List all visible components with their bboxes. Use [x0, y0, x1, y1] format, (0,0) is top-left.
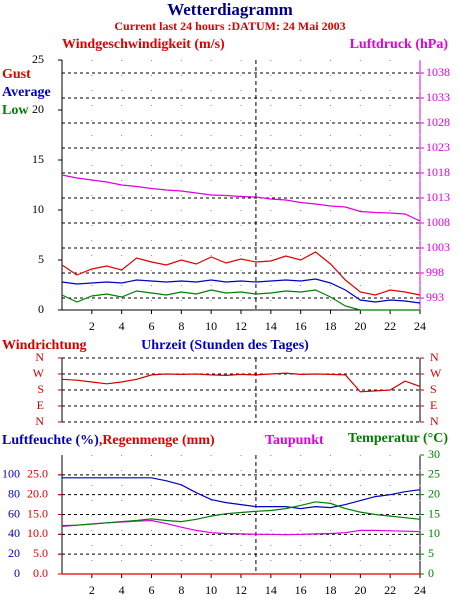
- y-tick-label: 1023: [426, 140, 450, 154]
- y-tick-label: 20.0: [27, 486, 48, 500]
- x-tick-label: 6: [149, 319, 155, 333]
- x-tick-label: 6: [149, 583, 155, 597]
- y-tick-label: 1008: [426, 215, 450, 229]
- y-tick-label: 25.0: [27, 467, 48, 481]
- y-tick-label: E: [430, 398, 437, 412]
- y-tick-label: 1038: [426, 65, 450, 79]
- y-tick-label: 20: [8, 546, 20, 560]
- y-tick-label: 1028: [426, 115, 450, 129]
- pressure-axis-label: Luftdruck (hPa): [350, 37, 449, 52]
- x-tick-label: 10: [205, 583, 217, 597]
- x-tick-label: 22: [384, 319, 396, 333]
- title: Wetterdiagramm: [167, 0, 293, 19]
- x-tick-label: 22: [384, 583, 396, 597]
- data-line: [61, 278, 421, 304]
- dewpoint-label: Taupunkt: [265, 433, 324, 448]
- y-tick-label: 0.0: [33, 566, 48, 580]
- y-tick-label: 10.0: [27, 526, 48, 540]
- humidity-rain-label: Luftfeuchte (%),Regenmenge (mm): [2, 433, 215, 448]
- y-tick-label: 20: [428, 486, 440, 500]
- x-tick-label: 12: [235, 583, 247, 597]
- x-tick-label: 8: [178, 583, 184, 597]
- y-tick-label: 25: [428, 467, 440, 481]
- x-tick-label: 16: [295, 319, 307, 333]
- data-line: [61, 372, 421, 393]
- y-tick-label: 20: [32, 102, 44, 116]
- legend-gust: Gust: [2, 67, 31, 82]
- y-tick-label: N: [430, 350, 439, 364]
- subtitle: Current last 24 hours :DATUM: 24 Mai 200…: [114, 19, 345, 33]
- y-tick-label: W: [33, 366, 45, 380]
- y-tick-label: 993: [426, 290, 444, 304]
- x-tick-label: 16: [295, 583, 307, 597]
- y-tick-label: 5: [38, 252, 44, 266]
- x-tick-label: 8: [178, 319, 184, 333]
- x-tick-label: 18: [325, 583, 337, 597]
- data-line: [61, 251, 421, 296]
- y-tick-label: 60: [8, 506, 20, 520]
- x-tick-label: 18: [325, 319, 337, 333]
- data-line: [61, 501, 421, 527]
- x-tick-label: 4: [119, 583, 125, 597]
- data-line: [61, 289, 420, 311]
- humidity-label: Luftfeuchte (%): [2, 433, 99, 448]
- data-line: [62, 477, 421, 510]
- x-tick-label: 20: [354, 319, 366, 333]
- time-label: Uhrzeit (Stunden des Tages): [141, 338, 309, 353]
- y-tick-label: N: [35, 350, 44, 364]
- direction-label: Windrichtung: [2, 338, 87, 353]
- x-tick-label: 2: [89, 583, 95, 597]
- x-tick-label: 10: [205, 319, 217, 333]
- x-tick-label: 14: [265, 583, 277, 597]
- y-tick-label: 0: [38, 302, 44, 316]
- y-tick-label: 1003: [426, 240, 450, 254]
- y-tick-label: 998: [426, 265, 444, 279]
- y-tick-label: 15: [428, 506, 440, 520]
- legend-low: Low: [2, 103, 29, 118]
- wind-axis-label: Windgeschwindigkeit (m/s): [62, 37, 225, 52]
- x-tick-label: 12: [235, 319, 247, 333]
- y-tick-label: W: [430, 366, 442, 380]
- y-tick-label: 10: [428, 526, 440, 540]
- y-tick-label: 0: [428, 566, 434, 580]
- y-tick-label: S: [430, 382, 437, 396]
- y-tick-label: 100: [2, 467, 20, 481]
- y-tick-label: 15: [32, 152, 44, 166]
- y-tick-label: 80: [8, 486, 20, 500]
- y-tick-label: 1018: [426, 165, 450, 179]
- data-line: [61, 174, 421, 222]
- y-tick-label: 5: [428, 546, 434, 560]
- y-tick-label: 40: [8, 526, 20, 540]
- y-tick-label: 30: [428, 447, 440, 461]
- x-tick-label: 24: [414, 319, 426, 333]
- rain-label: ,Regenmenge (mm): [99, 433, 215, 448]
- y-tick-label: 1033: [426, 90, 450, 104]
- y-tick-label: 15.0: [27, 506, 48, 520]
- x-tick-label: 4: [119, 319, 125, 333]
- x-tick-label: 2: [89, 319, 95, 333]
- temperature-label: Temperatur (°C): [348, 431, 448, 446]
- y-tick-label: S: [37, 382, 44, 396]
- x-tick-label: 24: [414, 583, 426, 597]
- y-tick-label: N: [430, 414, 439, 428]
- y-tick-label: 5.0: [33, 546, 48, 560]
- y-tick-label: 10: [32, 202, 44, 216]
- x-tick-label: 20: [354, 583, 366, 597]
- y-tick-label: 25: [32, 52, 44, 66]
- y-tick-label: 1013: [426, 190, 450, 204]
- y-tick-label: N: [35, 414, 44, 428]
- x-tick-label: 14: [265, 319, 277, 333]
- y-tick-label: E: [37, 398, 44, 412]
- y-tick-label: 0: [14, 566, 20, 580]
- legend-average: Average: [2, 85, 51, 100]
